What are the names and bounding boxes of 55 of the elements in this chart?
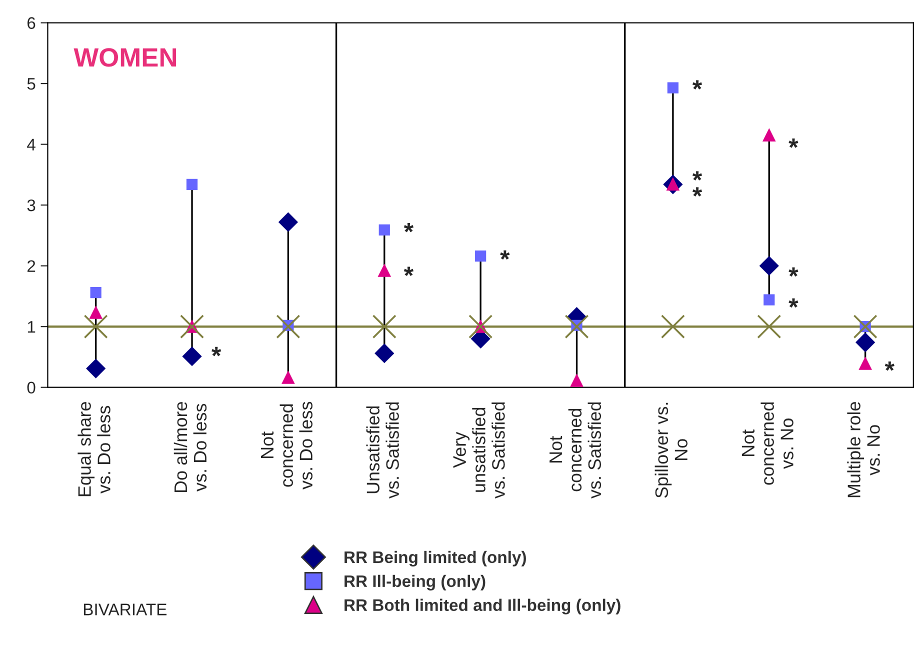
point: [90, 306, 102, 319]
legend-label: RR Ill-being (only): [344, 574, 486, 590]
point: [757, 314, 782, 339]
y-tick-label: 2: [28, 260, 36, 272]
legend-label: RR Both limited and Ill-being (only): [344, 598, 620, 614]
y-tick-label: 5: [27, 78, 36, 90]
point: [282, 371, 294, 384]
point: [278, 212, 298, 232]
annotation: *: [788, 138, 798, 148]
legend-label: RR Being limited (only): [344, 550, 526, 567]
point: [570, 374, 584, 387]
point: [378, 224, 390, 236]
x-tick-label: Multiple role vs. No: [847, 402, 880, 498]
annotation: *: [788, 298, 798, 308]
x-tick-label: Not concerned vs. Satisfied: [550, 402, 602, 499]
point: [86, 358, 106, 378]
text: BIVARIATE: [84, 604, 167, 616]
x-tick-label: Spillover vs. No: [654, 402, 688, 498]
x-tick-label: Very unsatisfied vs. Satisfied: [453, 402, 505, 499]
point: [372, 314, 396, 339]
annotation: *: [404, 266, 414, 276]
annotation: *: [788, 267, 798, 277]
point: [859, 357, 872, 370]
point: [762, 128, 776, 142]
point: [276, 314, 300, 339]
y-tick-label: 6: [28, 17, 36, 29]
point: [660, 314, 685, 339]
point: [90, 287, 102, 298]
y-tick-label: 3: [27, 199, 36, 212]
annotation: *: [884, 362, 894, 371]
annotation: *: [692, 80, 702, 90]
y-tick-label: 4: [27, 138, 36, 150]
point: [186, 178, 198, 190]
x-tick-label: Equal share vs. Do less: [78, 402, 110, 496]
point: [182, 346, 202, 366]
point: [856, 332, 875, 352]
point: [378, 264, 391, 277]
y-tick-label: 1: [28, 321, 36, 333]
point: [374, 344, 394, 363]
x-tick-label: Unsatisfied vs. Satisfied: [366, 402, 399, 499]
text: WOMEN: [74, 48, 176, 67]
point: [667, 82, 678, 94]
y-tick-label: 0: [27, 382, 36, 394]
annotation: *: [404, 222, 414, 232]
x-tick-label: Not concerned vs. No: [742, 402, 794, 485]
x-tick-label: Not concerned vs. Do less: [261, 402, 312, 490]
point: [764, 294, 775, 306]
point: [84, 314, 108, 339]
point: [475, 250, 486, 262]
annotation: * *: [692, 171, 702, 197]
annotation: *: [212, 346, 222, 356]
x-tick-label: Do all/more vs. Do less: [174, 402, 207, 492]
point: [564, 314, 589, 339]
point: [760, 256, 779, 276]
annotation: *: [500, 250, 510, 260]
